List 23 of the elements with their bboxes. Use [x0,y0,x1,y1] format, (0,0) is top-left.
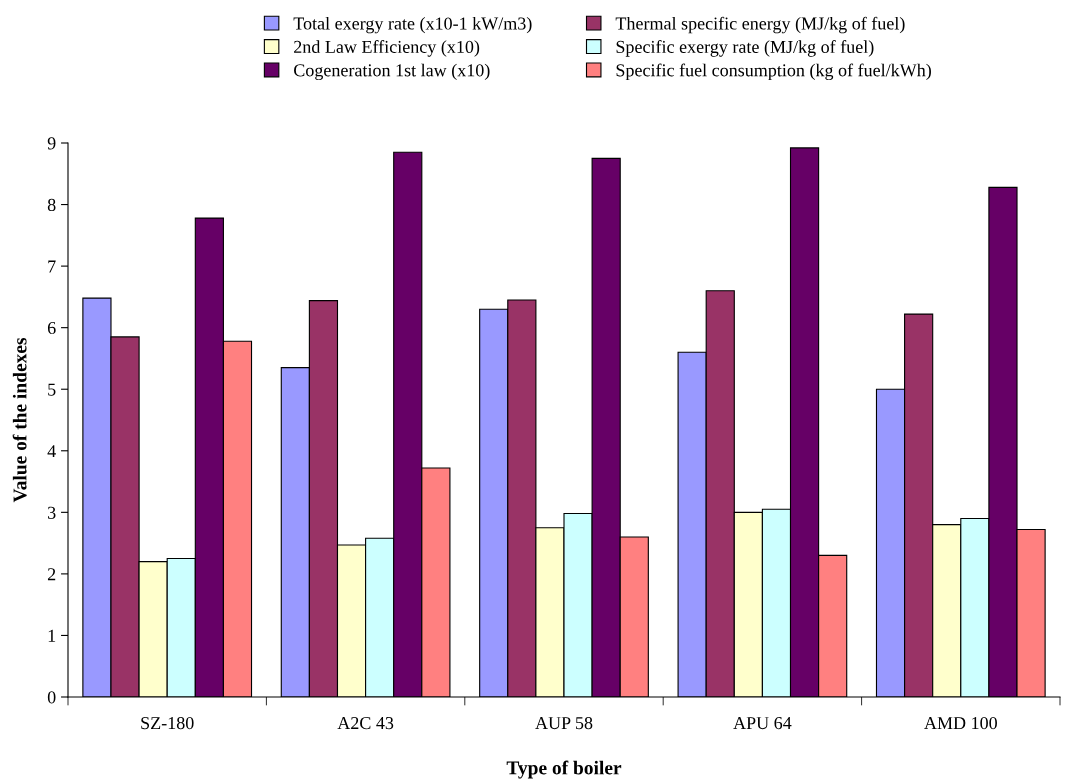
legend-label: Cogeneration 1st law (x10) [294,63,490,81]
y-axis-title: Value of the indexes [12,337,27,503]
x-tick-label: AMD 100 [924,716,997,730]
y-tick-label: 5 [48,383,56,396]
x-tick-label: APU 64 [733,717,792,730]
y-tick-label: 4 [47,445,56,458]
legend-label: Specific exergy rate (MJ/kg of fuel) [616,40,874,57]
y-tick-label: 8 [47,198,56,211]
y-tick-label: 0 [47,691,56,704]
y-tick-label: 6 [47,321,56,335]
legend-label: 2nd Law Efficiency (x10) [294,40,480,57]
x-tick-label: A2C 43 [337,717,394,730]
x-tick-label: AUP 58 [535,716,593,730]
x-tick-label: SZ-180 [141,716,194,730]
legend-label: Thermal specific energy (MJ/kg of fuel) [615,16,905,34]
y-tick-label: 9 [47,137,56,150]
x-axis-title: Type of boiler [506,760,622,779]
y-tick-label: 1 [48,629,56,642]
y-tick-label: 7 [48,260,56,273]
legend-label: Specific fuel consumption (kg of fuel/kWh) [616,63,931,81]
y-tick-label: 3 [48,506,56,519]
y-tick-label: 2 [47,568,56,581]
legend-label: Total exergy rate (x10-1 kW/m3) [293,16,532,34]
